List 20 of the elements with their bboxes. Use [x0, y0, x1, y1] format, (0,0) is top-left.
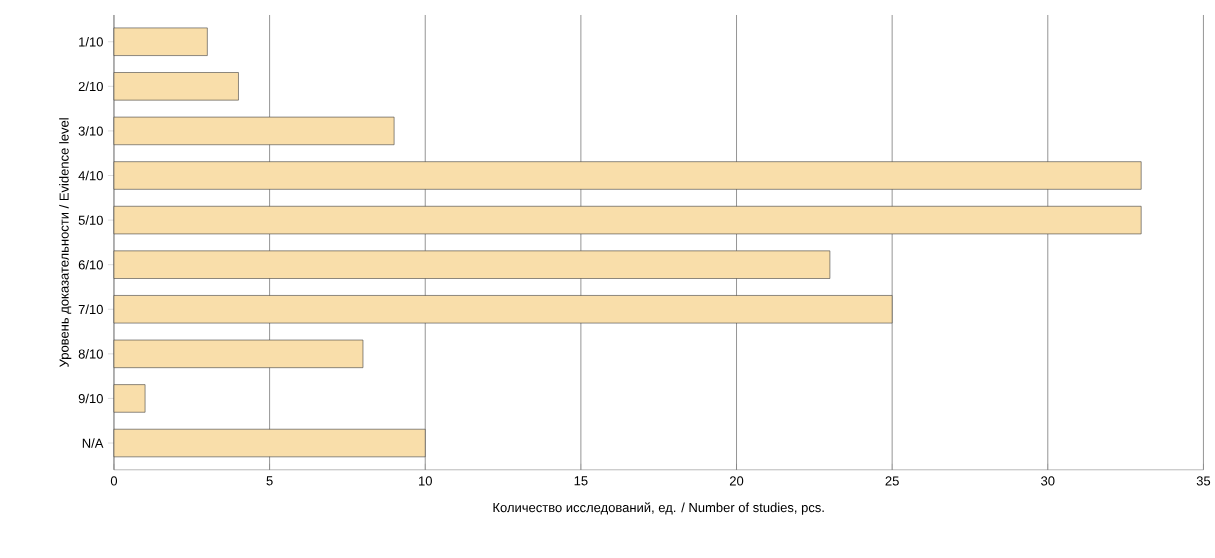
x-tick-label: 20 — [729, 476, 744, 486]
x-tick-label: 35 — [1196, 476, 1211, 486]
y-tick-label: 2/10 — [78, 81, 103, 92]
y-tick-label: 5/10 — [78, 215, 103, 225]
y-tick-label: 3/10 — [78, 126, 103, 136]
x-tick-label: 0 — [110, 476, 118, 486]
y-tick-label: 8/10 — [78, 349, 103, 359]
y-tick-label: 6/10 — [78, 260, 103, 270]
y-tick-label: 4/10 — [78, 170, 103, 181]
x-axis-title: Количество исследований, ед. / Number of studies, pcs. — [493, 502, 824, 515]
x-tick-label: 5 — [266, 476, 273, 486]
y-tick-label: N/A — [82, 438, 104, 448]
x-tick-label: 15 — [574, 476, 588, 486]
x-tick-label: 10 — [419, 476, 432, 486]
y-tick-label: 1/10 — [79, 37, 103, 47]
x-tick-label: 25 — [885, 476, 899, 486]
y-axis-title: Уровень доказательности / Evidence level — [59, 118, 72, 368]
y-tick-label: 7/10 — [78, 304, 103, 315]
x-tick-label: 30 — [1041, 476, 1055, 486]
y-tick-label: 9/10 — [78, 393, 103, 404]
